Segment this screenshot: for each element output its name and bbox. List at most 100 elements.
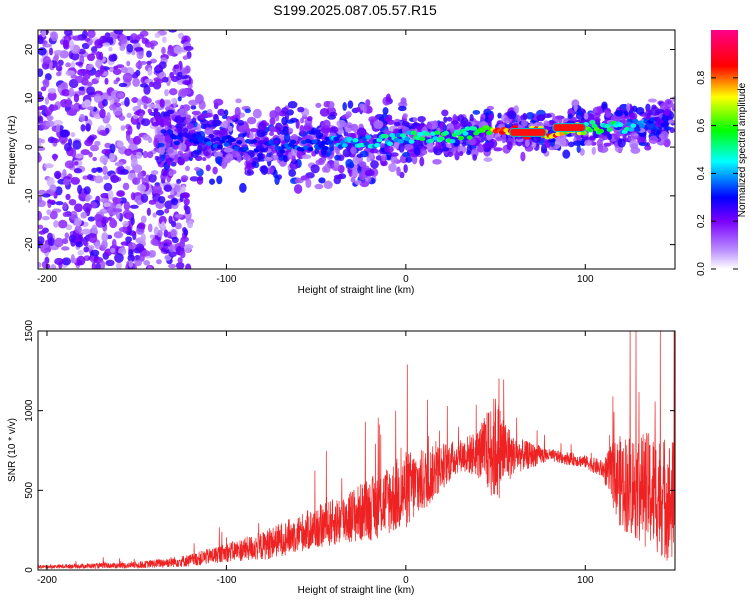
spectrogram-cell [98, 129, 107, 136]
spectrogram-cell [334, 154, 341, 161]
spectrogram-cell [54, 257, 64, 266]
spectrogram-cell [177, 157, 185, 166]
spectrogram-cell [50, 31, 59, 42]
spectrogram-cell [44, 96, 50, 105]
spectrogram-cell [256, 152, 264, 158]
spectrogram-cell [155, 79, 164, 84]
spectrogram-cell [126, 43, 134, 53]
spectrogram-cell [133, 47, 144, 52]
spectrogram-cell [74, 153, 85, 159]
spectrogram-cell [443, 116, 448, 123]
spectrogram-cell [42, 56, 51, 65]
spectrogram-cell [256, 129, 266, 138]
spectrogram-cell [204, 127, 214, 136]
spectrogram-cell [579, 148, 585, 156]
spectrogram-cell [629, 112, 638, 121]
spectrogram-cell [47, 88, 57, 94]
spectrogram-cell [501, 133, 507, 144]
spectrogram-cell [159, 98, 165, 108]
spectrogram-xlabel: Height of straight line (km) [298, 285, 415, 296]
spectrogram-cell [127, 242, 137, 250]
spectrogram-cell [86, 174, 94, 181]
spectrogram-cell [87, 30, 96, 39]
spectrogram-cell [146, 60, 152, 65]
spectrogram-cell [70, 254, 75, 264]
spectrogram-cell [380, 153, 387, 162]
spectrogram-cell [64, 30, 73, 37]
spectrogram-cell [120, 125, 126, 131]
spectrogram-cell [387, 141, 394, 147]
snr-xlabel: Height of straight line (km) [298, 585, 415, 596]
spectrogram-cell [223, 147, 234, 153]
snr-ytick-label: 1500 [24, 319, 35, 342]
spectrogram-cell [99, 260, 106, 269]
spectrogram-cell [524, 139, 530, 147]
spectrogram-cell [271, 145, 276, 155]
spectrogram-cell [85, 123, 91, 132]
spectrogram-cell [162, 100, 172, 107]
spectrogram-cell [167, 194, 175, 199]
spectrogram-cell [109, 152, 116, 162]
spectrogram-cell [347, 100, 354, 109]
spectrogram-cell [336, 119, 347, 128]
spectrogram-cell [95, 59, 103, 68]
spectrogram-cell [397, 138, 404, 144]
spectrogram-cell [374, 142, 381, 148]
spectrogram-cell [634, 127, 641, 132]
snr-xtick-label: -100 [216, 575, 236, 586]
spectrogram-cell [114, 252, 124, 263]
spectrogram-cell [43, 163, 54, 169]
chart-title: S199.2025.087.05.57.R15 [273, 2, 437, 18]
spectrogram-cell [185, 263, 192, 269]
spectrogram-cell [165, 106, 171, 111]
spectrogram-cell [80, 211, 88, 219]
spectrogram-cell [49, 184, 57, 192]
spectrogram-cell [449, 139, 456, 144]
spectrogram-cell [446, 116, 453, 122]
spectrogram-cell [323, 180, 333, 190]
spectrogram-cell [158, 61, 167, 69]
spectrogram-cell [38, 230, 46, 235]
spectrogram-cell [443, 130, 450, 136]
spectrogram-cell [664, 126, 672, 131]
spectrogram-cell [342, 148, 352, 158]
spectrogram-cell [91, 167, 98, 174]
spectrogram-cell [336, 126, 344, 135]
spectrogram-cell [170, 169, 177, 175]
spectrogram-cell [567, 141, 575, 148]
spectrogram-cell [284, 133, 291, 143]
spectrogram-cell [122, 72, 133, 83]
spectrogram-cell [287, 100, 298, 109]
spectrogram-cell [345, 111, 352, 118]
spectrogram-cell [323, 100, 331, 108]
spectrogram-cell [60, 246, 70, 251]
spectrogram-cell [142, 150, 148, 159]
spectrogram-cell [467, 138, 477, 146]
spectrogram-cell [441, 109, 449, 117]
spectrogram-cell [47, 91, 57, 101]
spectrogram-cell [101, 148, 112, 155]
spectrogram-cell [419, 136, 426, 142]
spectrogram-cell [46, 115, 54, 121]
spectrogram-cell [433, 146, 443, 156]
spectrogram-cell [78, 86, 86, 91]
spectrogram-cell [77, 249, 84, 256]
spectrogram-cell [120, 169, 129, 175]
spectrogram-cell [270, 154, 279, 161]
spectrogram-cell [604, 110, 612, 118]
spectrogram-cell [137, 98, 142, 109]
spectrogram-cell [146, 50, 152, 58]
spectrogram-cell [497, 112, 502, 119]
spectrogram-cell [559, 137, 567, 147]
spectrogram-cell [333, 136, 340, 142]
spectrogram-cell [281, 107, 289, 115]
spectrogram-cell [249, 131, 254, 141]
spectrogram-cell [596, 139, 603, 148]
spectrogram-cell [70, 147, 77, 158]
spectrogram-cell [243, 152, 249, 161]
spectrogram-cell [75, 61, 83, 66]
spectrogram-cell [122, 182, 130, 191]
spectrogram-cell [359, 150, 369, 158]
spectrogram-cell [174, 111, 181, 116]
spectrogram-cell [216, 144, 223, 150]
